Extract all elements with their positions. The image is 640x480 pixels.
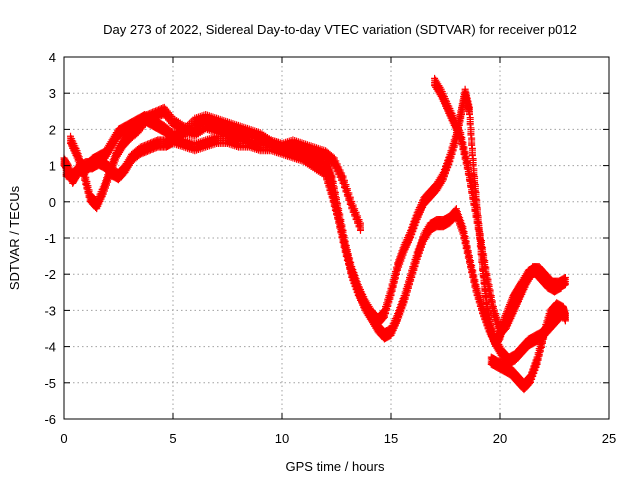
data-point bbox=[450, 143, 458, 151]
data-point bbox=[409, 228, 417, 236]
data-point bbox=[463, 91, 471, 99]
data-point bbox=[399, 251, 407, 259]
data-point bbox=[389, 283, 397, 291]
data-point bbox=[471, 173, 479, 181]
data-point bbox=[449, 147, 457, 155]
data-point bbox=[408, 231, 416, 239]
data-point bbox=[457, 114, 465, 122]
data-point bbox=[392, 270, 400, 278]
data-point bbox=[465, 100, 473, 108]
data-point bbox=[465, 111, 473, 119]
data-point bbox=[387, 292, 395, 300]
data-point bbox=[380, 313, 388, 321]
data-point bbox=[395, 263, 403, 271]
data-point bbox=[411, 222, 419, 230]
data-point bbox=[458, 107, 466, 115]
data-point bbox=[412, 219, 420, 227]
data-point bbox=[385, 299, 393, 307]
data-point bbox=[472, 188, 480, 196]
data-point bbox=[468, 152, 476, 160]
data-point bbox=[466, 121, 474, 129]
data-point bbox=[439, 176, 447, 184]
data-point bbox=[462, 88, 470, 96]
data-point bbox=[461, 85, 469, 93]
data-point bbox=[464, 97, 472, 105]
data-point bbox=[388, 287, 396, 295]
data-point bbox=[407, 234, 415, 242]
data-point bbox=[398, 254, 406, 262]
data-point bbox=[396, 260, 404, 268]
data-point bbox=[468, 134, 476, 142]
data-point bbox=[468, 141, 476, 149]
data-point bbox=[451, 140, 459, 148]
data-point bbox=[470, 165, 478, 173]
series-arc-2 bbox=[62, 132, 565, 368]
data-point bbox=[442, 170, 449, 178]
data-point bbox=[443, 167, 451, 175]
data-point bbox=[391, 275, 399, 283]
data-point bbox=[463, 94, 471, 102]
data-point bbox=[457, 111, 465, 119]
data-point bbox=[481, 293, 489, 301]
data-point bbox=[383, 306, 391, 314]
data-point bbox=[384, 302, 392, 310]
data-point bbox=[444, 164, 452, 172]
chart-title: Day 273 of 2022, Sidereal Day-to-day VTE… bbox=[103, 22, 577, 37]
data-point bbox=[390, 279, 398, 287]
data-point bbox=[445, 161, 453, 169]
data-point bbox=[465, 103, 473, 111]
data-point bbox=[386, 295, 394, 303]
data-point bbox=[440, 173, 448, 181]
grid-lines bbox=[64, 57, 609, 419]
data-point bbox=[446, 158, 454, 166]
data-point bbox=[467, 131, 475, 139]
data-point bbox=[469, 155, 477, 163]
data-point bbox=[410, 225, 418, 233]
data-point bbox=[448, 150, 456, 158]
data-marks bbox=[60, 74, 569, 394]
data-point bbox=[382, 310, 390, 318]
data-point bbox=[397, 257, 405, 265]
data-point bbox=[467, 124, 475, 132]
data-point bbox=[468, 144, 476, 152]
data-point bbox=[447, 154, 455, 162]
data-point bbox=[394, 266, 402, 274]
data-point bbox=[466, 114, 474, 122]
data-point bbox=[471, 181, 479, 189]
